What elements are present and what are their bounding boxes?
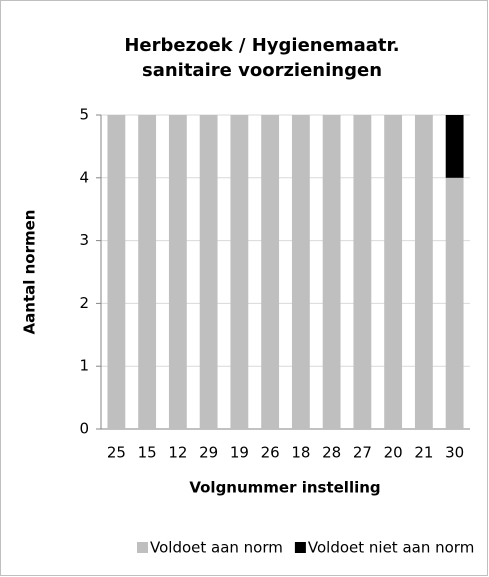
bar-segment: [168, 115, 187, 429]
x-tick-label: 28: [322, 444, 341, 462]
x-tick-label: 19: [230, 444, 249, 462]
x-tick-label: 18: [291, 444, 310, 462]
x-tick-label: 26: [261, 444, 280, 462]
bar-segment: [445, 115, 464, 178]
x-tick-label: 12: [168, 444, 187, 462]
bar-segment: [199, 115, 218, 429]
bar-segment: [230, 115, 249, 429]
bar-segment: [291, 115, 310, 429]
y-tick-label: 3: [79, 231, 89, 249]
legend-label: Voldoet aan norm: [150, 539, 283, 557]
y-tick-label: 1: [79, 357, 89, 375]
bar-segment: [138, 115, 157, 429]
y-tick-label: 0: [79, 420, 89, 438]
x-axis-title: Volgnummer instelling: [189, 479, 380, 497]
legend-swatch: [137, 542, 148, 553]
x-tick-label: 30: [445, 444, 464, 462]
x-tick-label: 21: [414, 444, 433, 462]
bar-segment: [261, 115, 280, 429]
x-tick-label: 29: [199, 444, 218, 462]
legend-label: Voldoet niet aan norm: [308, 539, 474, 557]
bar-segment: [414, 115, 433, 429]
y-tick-label: 2: [79, 294, 89, 312]
y-tick-label: 4: [79, 168, 89, 186]
bar-segment: [384, 115, 403, 429]
bar-segment: [353, 115, 372, 429]
chart-title: Herbezoek / Hygienemaatr.: [124, 35, 399, 56]
chart-title: sanitaire voorzieningen: [142, 60, 382, 81]
bar-segment: [322, 115, 341, 429]
x-tick-label: 15: [138, 444, 157, 462]
x-tick-label: 20: [384, 444, 403, 462]
bar-segment: [107, 115, 126, 429]
x-tick-label: 25: [107, 444, 126, 462]
legend-swatch: [294, 542, 306, 553]
y-axis-title: Aantal normen: [21, 210, 39, 335]
x-tick-label: 27: [353, 444, 372, 462]
y-tick-label: 5: [79, 106, 89, 124]
bar-segment: [445, 177, 464, 429]
